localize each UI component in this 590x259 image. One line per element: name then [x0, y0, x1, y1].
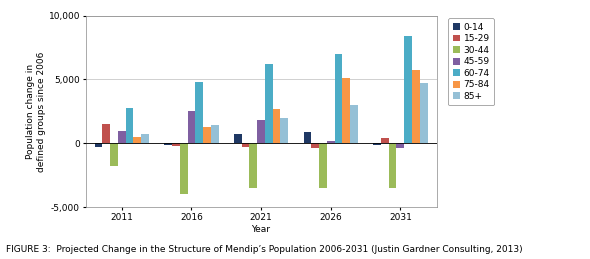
Bar — [265, 64, 273, 143]
Bar — [188, 111, 195, 143]
Bar — [203, 127, 211, 143]
Bar — [103, 124, 110, 143]
Bar — [110, 143, 118, 166]
Bar — [381, 138, 389, 143]
Bar — [350, 105, 358, 143]
Bar — [211, 125, 218, 143]
Bar — [412, 70, 419, 143]
Bar — [404, 36, 412, 143]
Bar — [133, 137, 141, 143]
Bar — [327, 141, 335, 143]
Bar — [319, 143, 327, 188]
Bar — [335, 54, 342, 143]
Legend: 0-14, 15-29, 30-44, 45-59, 60-74, 75-84, 85+: 0-14, 15-29, 30-44, 45-59, 60-74, 75-84,… — [448, 18, 494, 105]
Bar — [312, 143, 319, 148]
Bar — [195, 82, 203, 143]
Bar — [141, 134, 149, 143]
Bar — [242, 143, 250, 147]
Bar — [257, 120, 265, 143]
Bar — [396, 143, 404, 148]
Bar — [164, 143, 172, 145]
Bar — [419, 83, 428, 143]
Text: FIGURE 3:  Projected Change in the Structure of Mendip’s Population 2006-2031 (J: FIGURE 3: Projected Change in the Struct… — [6, 245, 523, 254]
Bar — [126, 107, 133, 143]
Bar — [280, 118, 289, 143]
Bar — [172, 143, 180, 146]
X-axis label: Year: Year — [251, 225, 271, 234]
Bar — [273, 109, 280, 143]
Y-axis label: Population change in
defined groups since 2006: Population change in defined groups sinc… — [27, 51, 45, 171]
Bar — [94, 143, 103, 147]
Bar — [118, 131, 126, 143]
Bar — [304, 132, 312, 143]
Bar — [342, 78, 350, 143]
Bar — [180, 143, 188, 195]
Bar — [234, 134, 242, 143]
Bar — [389, 143, 396, 188]
Bar — [250, 143, 257, 188]
Bar — [373, 143, 381, 145]
